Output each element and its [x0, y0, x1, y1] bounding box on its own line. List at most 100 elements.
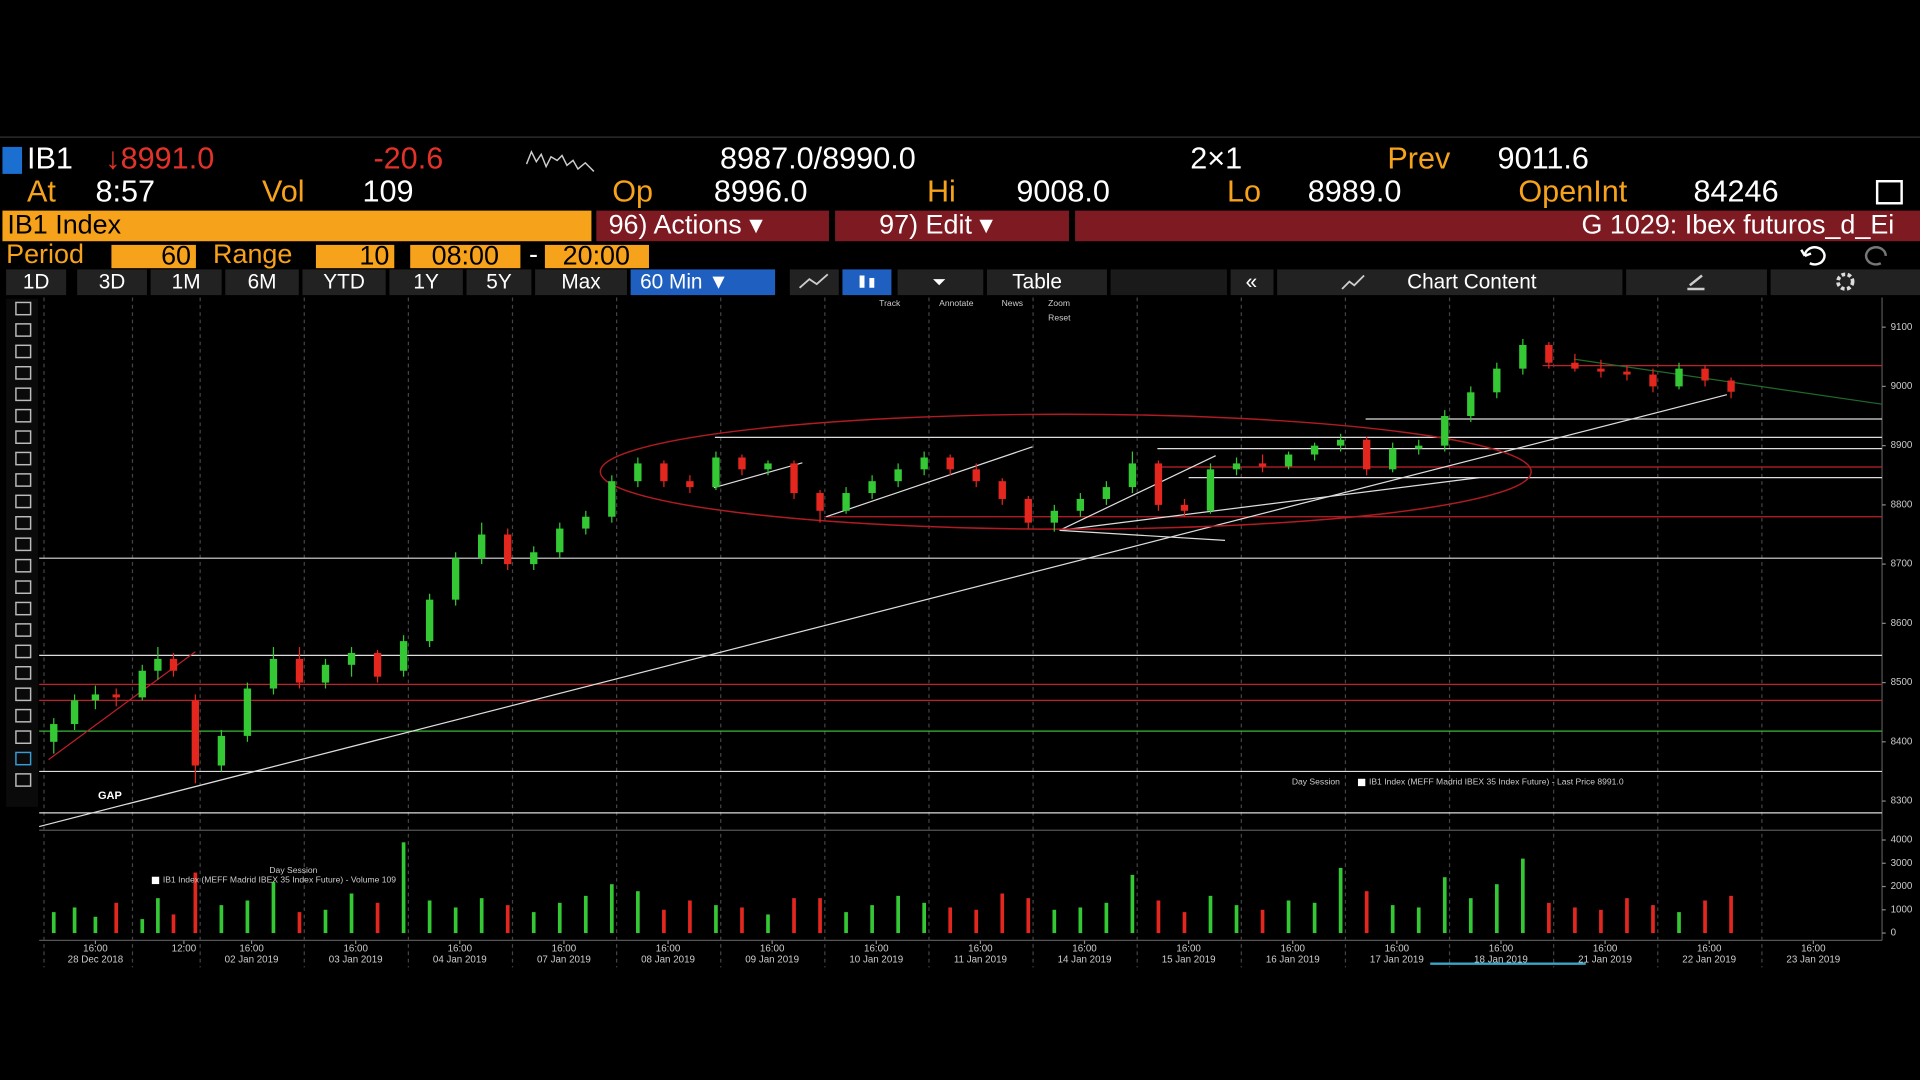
candle-body — [1180, 504, 1189, 511]
security[interactable]: IB1 Index — [7, 210, 121, 240]
track-tool[interactable]: Track — [879, 298, 901, 308]
volume-bar — [1468, 898, 1473, 934]
news-tool[interactable]: News — [1002, 298, 1023, 308]
y-tick-label: 9100 — [1891, 322, 1913, 333]
x-tick-label: 16:00 — [968, 944, 993, 955]
tool-icon[interactable] — [15, 451, 32, 466]
table-button[interactable]: Table — [1012, 270, 1062, 293]
range-button[interactable]: Max — [561, 270, 601, 293]
tool-icon[interactable] — [15, 301, 32, 316]
tool-icon[interactable] — [15, 708, 32, 723]
range-field[interactable]: 10 — [359, 240, 389, 270]
candle-body — [1128, 463, 1137, 488]
candle-body — [972, 469, 980, 482]
edit-button[interactable]: 97) Edit ▾ — [879, 210, 993, 240]
volume-bar — [1416, 907, 1421, 934]
trendline — [713, 462, 803, 489]
volume-bar — [171, 914, 176, 934]
reset-tool[interactable]: Reset — [1048, 313, 1071, 323]
prev-close: 9011.6 — [1498, 142, 1589, 176]
interval-button[interactable]: 60 Min ▼ — [640, 270, 729, 293]
tool-icon[interactable] — [15, 366, 32, 380]
range-button-bg — [389, 269, 463, 296]
tool-icon[interactable] — [15, 623, 32, 637]
volume-bar — [245, 900, 250, 934]
dropdown-arrow — [933, 279, 946, 286]
tool-icon[interactable] — [15, 323, 32, 337]
candle-body — [1389, 448, 1397, 470]
volume-bar — [844, 912, 848, 934]
volume-bar — [219, 905, 224, 934]
volume-bar — [1078, 907, 1083, 934]
start-field[interactable]: 08:00 — [432, 240, 499, 270]
undo-button[interactable] — [1800, 246, 1826, 266]
volume-bar — [714, 905, 718, 934]
tool-icon[interactable] — [15, 430, 32, 444]
settings-button[interactable] — [1770, 269, 1920, 296]
candle-body — [1467, 392, 1475, 417]
annotate-tool[interactable]: Annotate — [939, 298, 974, 308]
range-button[interactable]: 1M — [172, 270, 201, 293]
x-tick-date: 14 Jan 2019 — [1058, 955, 1112, 966]
candle-body — [1232, 463, 1241, 470]
zoom-tool[interactable]: Zoom — [1048, 298, 1070, 308]
candle-body — [868, 481, 876, 494]
tool-icon[interactable] — [15, 730, 32, 744]
volume-y-tick-label: 3000 — [1891, 858, 1913, 869]
range-button[interactable]: 3D — [99, 270, 126, 293]
range-button[interactable]: 1Y — [413, 270, 439, 293]
volume-bar — [401, 842, 406, 934]
tool-icon[interactable] — [15, 601, 32, 616]
range-button[interactable]: YTD — [323, 270, 365, 293]
candle-body — [50, 724, 58, 742]
redo-button[interactable] — [1864, 246, 1887, 266]
volume-bar — [1494, 884, 1499, 934]
pencil-icon — [1687, 274, 1705, 291]
range-button[interactable]: 5Y — [486, 270, 512, 293]
volume-bar — [1338, 867, 1343, 934]
collapse-button[interactable]: « — [1246, 270, 1258, 293]
range-button[interactable]: 1D — [23, 270, 50, 293]
tool-icon[interactable] — [15, 773, 32, 787]
tool-icon[interactable] — [15, 387, 32, 402]
candle-chart-button[interactable] — [842, 269, 892, 296]
period-field[interactable]: 60 — [161, 240, 191, 270]
period-field-bg — [111, 244, 196, 269]
low-label: Lo — [1227, 175, 1261, 209]
page-title: G 1029: Ibex futuros_d_Ei — [1581, 210, 1894, 240]
tool-icon[interactable] — [15, 494, 32, 509]
tool-icon[interactable] — [15, 751, 32, 766]
high-label: Hi — [927, 175, 956, 209]
range-label: Range — [213, 239, 292, 269]
tool-icon[interactable] — [15, 580, 32, 594]
candle-body — [764, 463, 772, 470]
range-button[interactable]: 6M — [248, 270, 277, 293]
candle-body — [738, 457, 746, 470]
volume-bar — [922, 902, 927, 934]
x-tick-date: 07 Jan 2019 — [537, 955, 591, 966]
volume-bar — [1104, 902, 1109, 934]
open-label: Op — [612, 175, 653, 209]
tool-icon[interactable] — [15, 344, 32, 359]
tool-icon[interactable] — [15, 687, 32, 702]
line-icon — [798, 273, 829, 289]
volume-bar — [479, 898, 484, 934]
edit-chart-button[interactable] — [1626, 269, 1767, 296]
actions-button[interactable]: 96) Actions ▾ — [609, 210, 764, 240]
tool-icon[interactable] — [15, 644, 32, 659]
volume-bar — [662, 909, 666, 934]
tool-icon[interactable] — [15, 666, 32, 680]
export-button[interactable] — [1875, 180, 1903, 205]
chart-content-button[interactable]: Chart Content — [1407, 270, 1537, 293]
tool-icon[interactable] — [15, 537, 32, 552]
tool-icon[interactable] — [15, 558, 32, 573]
tool-icon[interactable] — [15, 408, 32, 423]
tool-icon[interactable] — [15, 516, 32, 530]
x-tick-label: 16:00 — [1801, 944, 1826, 955]
end-field[interactable]: 20:00 — [563, 240, 630, 270]
x-tick-date: 10 Jan 2019 — [849, 955, 903, 966]
candle-body — [1284, 454, 1293, 467]
volume-legend-session: Day Session — [269, 865, 317, 875]
tool-icon[interactable] — [15, 473, 32, 487]
x-tick-label: 16:00 — [864, 944, 889, 955]
